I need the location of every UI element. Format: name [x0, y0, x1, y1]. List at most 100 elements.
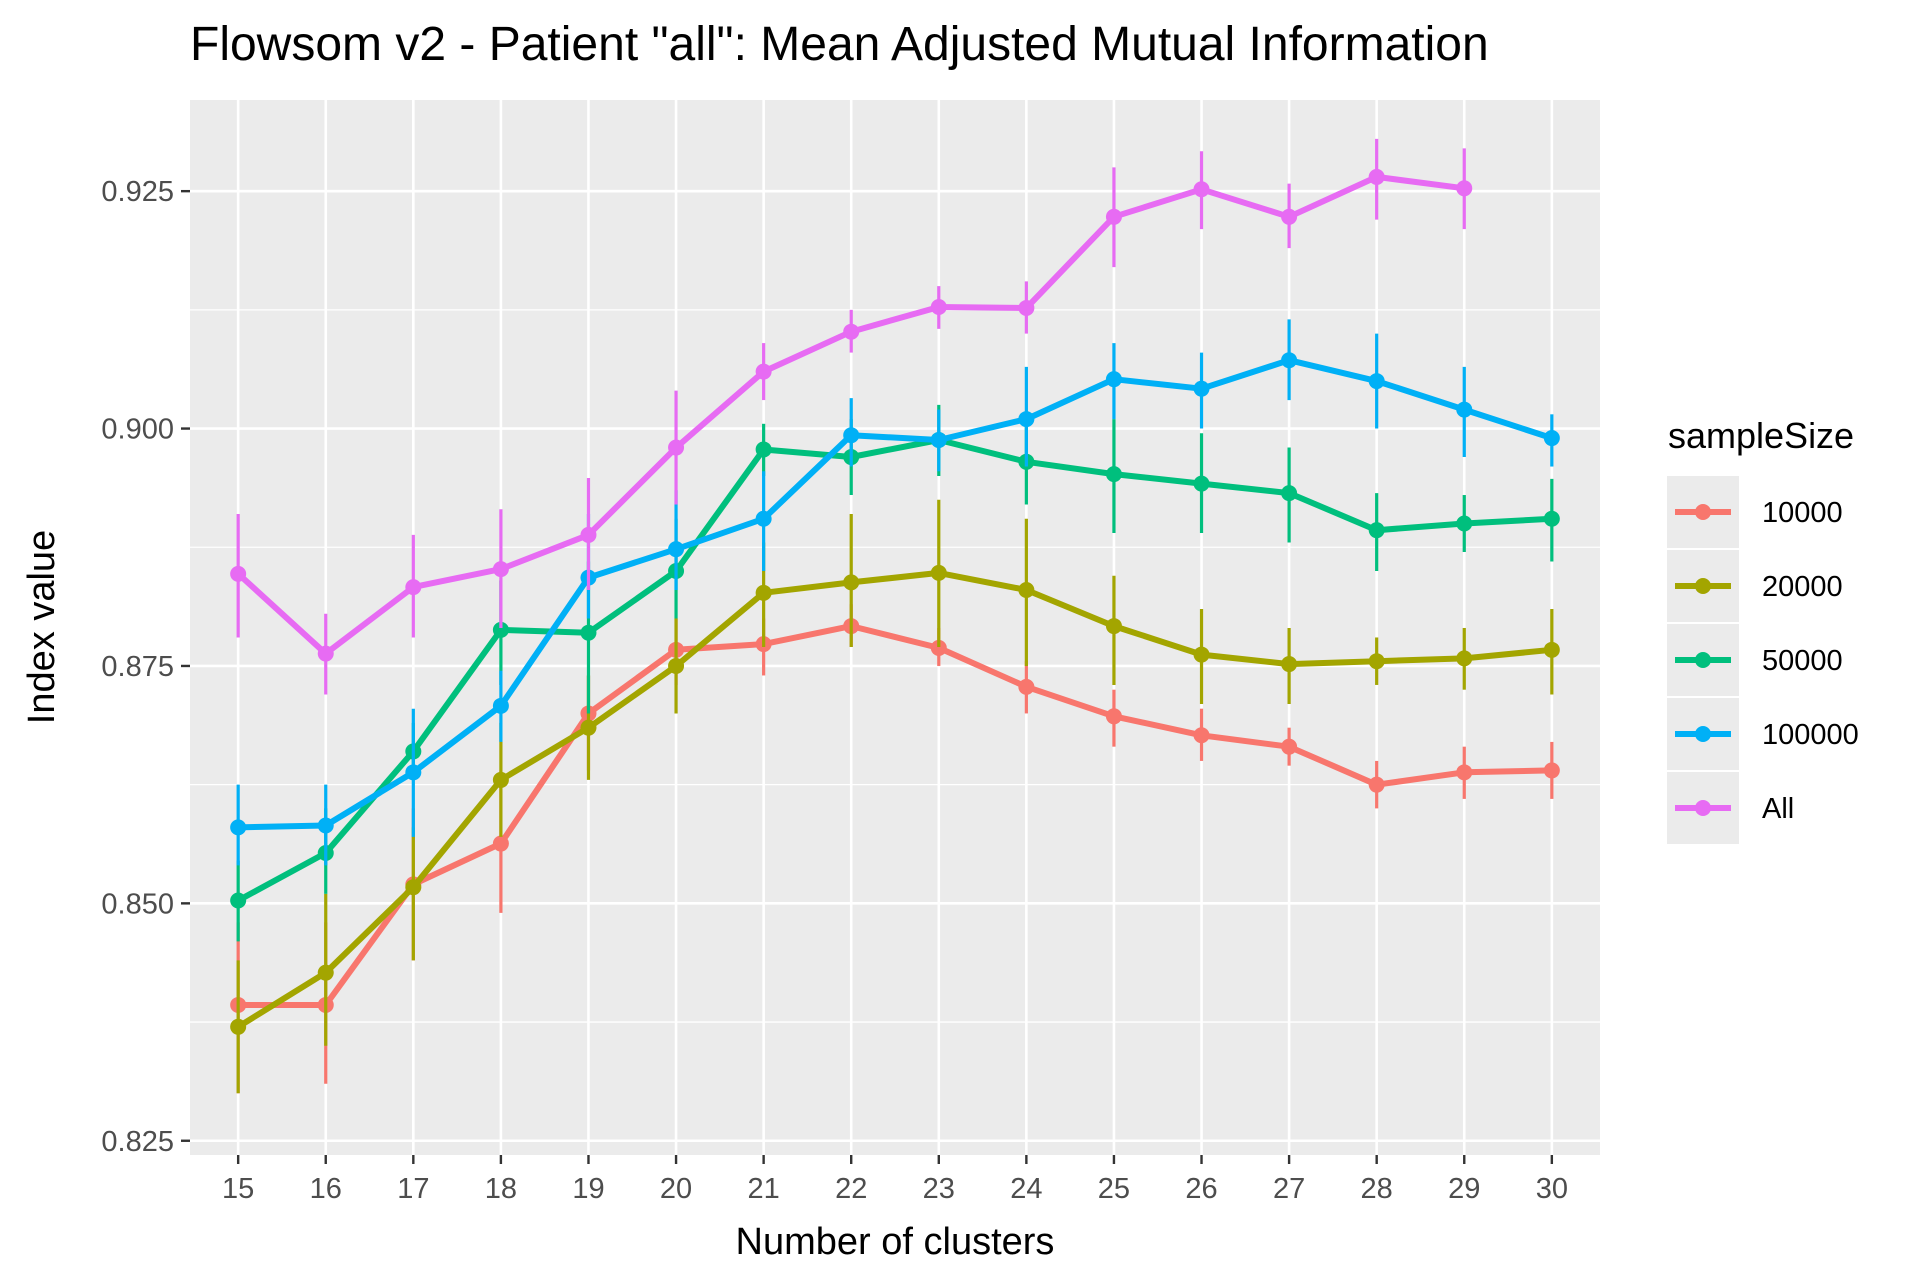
data-point [580, 624, 597, 641]
x-axis-title: Number of clusters [736, 1221, 1055, 1263]
x-tick-label: 24 [1010, 1173, 1042, 1205]
grid-minor [190, 309, 1600, 1023]
legend-label: 10000 [1762, 497, 1843, 529]
data-point [1193, 646, 1210, 663]
data-point [230, 819, 247, 836]
legend-item: 10000 [1667, 476, 1843, 548]
data-point [755, 363, 772, 380]
x-tick-label: 29 [1448, 1173, 1480, 1205]
series-line [235, 569, 1555, 1030]
data-point [843, 427, 860, 444]
data-point [1456, 764, 1473, 781]
data-point [230, 1018, 247, 1035]
y-tick-label: 0.925 [101, 176, 174, 208]
data-point [843, 323, 860, 340]
data-point [1193, 181, 1210, 198]
data-point [1368, 776, 1385, 793]
y-tick-label: 0.900 [101, 414, 174, 446]
data-point [755, 510, 772, 527]
data-point [1193, 727, 1210, 744]
data-point [1193, 380, 1210, 397]
data-point [930, 431, 947, 448]
series-100000 [230, 319, 1560, 866]
data-point [230, 892, 247, 909]
data-point [1368, 168, 1385, 185]
axis-ticks [181, 189, 1554, 1164]
data-point [1281, 208, 1298, 225]
chart-title: Flowsom v2 - Patient "all": Mean Adjuste… [190, 18, 1489, 71]
data-point [580, 526, 597, 543]
series-layer [230, 138, 1560, 1094]
data-point [492, 697, 509, 714]
data-point [1018, 678, 1035, 695]
data-point [1543, 510, 1560, 527]
y-axis-title: Index value [21, 530, 63, 724]
legend-key-point [1695, 800, 1711, 816]
data-point [1105, 208, 1122, 225]
plot-panel [190, 100, 1600, 1155]
data-point [1193, 475, 1210, 492]
y-tick-labels: 0.825 0.850 0.875 0.900 0.925 [101, 176, 174, 1158]
data-point [1281, 656, 1298, 673]
data-point [405, 764, 422, 781]
x-tick-label: 22 [835, 1173, 867, 1205]
legend-label: 20000 [1762, 571, 1843, 603]
data-point [1456, 515, 1473, 532]
legend-item: 100000 [1667, 698, 1859, 770]
data-point [1543, 430, 1560, 447]
data-point [930, 299, 947, 316]
data-point [317, 964, 334, 981]
y-tick-label: 0.875 [101, 651, 174, 683]
data-point [1456, 650, 1473, 667]
data-point [668, 439, 685, 456]
data-point [492, 561, 509, 578]
legend-label: 50000 [1762, 645, 1843, 677]
x-tick-label: 21 [748, 1173, 780, 1205]
x-tick-label: 17 [397, 1173, 429, 1205]
x-tick-label: 18 [485, 1173, 517, 1205]
data-point [405, 579, 422, 596]
legend-item: 50000 [1667, 624, 1843, 696]
data-point [1018, 299, 1035, 316]
data-point [1456, 401, 1473, 418]
data-point [492, 835, 509, 852]
data-point [930, 639, 947, 656]
data-point [843, 574, 860, 591]
data-point [492, 771, 509, 788]
data-point [1018, 581, 1035, 598]
y-tick-label: 0.825 [101, 1126, 174, 1158]
data-point [1456, 180, 1473, 197]
data-point [668, 657, 685, 674]
legend-key-point [1695, 578, 1711, 594]
data-point [317, 645, 334, 662]
data-point [1281, 485, 1298, 502]
legend-title: sampleSize [1668, 415, 1854, 456]
data-point [492, 621, 509, 638]
series-line [235, 623, 1555, 1008]
x-tick-label: 26 [1185, 1173, 1217, 1205]
series-All [230, 138, 1473, 695]
data-point [1281, 738, 1298, 755]
data-point [668, 541, 685, 558]
data-point [1368, 522, 1385, 539]
legend-label: 100000 [1762, 719, 1859, 751]
data-point [1018, 411, 1035, 428]
data-point [1281, 352, 1298, 369]
data-point [1543, 641, 1560, 658]
x-tick-label: 16 [310, 1173, 342, 1205]
x-tick-label: 15 [222, 1173, 254, 1205]
legend: sampleSize 10000 20000 50000 100000 All [1667, 415, 1859, 844]
data-point [580, 719, 597, 736]
x-tick-label: 19 [572, 1173, 604, 1205]
legend-key-point [1695, 504, 1711, 520]
data-point [317, 817, 334, 834]
data-point [755, 584, 772, 601]
x-tick-label: 27 [1273, 1173, 1305, 1205]
data-point [1368, 373, 1385, 390]
x-tick-label: 20 [660, 1173, 692, 1205]
legend-item: 20000 [1667, 550, 1843, 622]
series-line [235, 357, 1555, 831]
data-point [755, 441, 772, 458]
series-20000 [230, 499, 1560, 1094]
